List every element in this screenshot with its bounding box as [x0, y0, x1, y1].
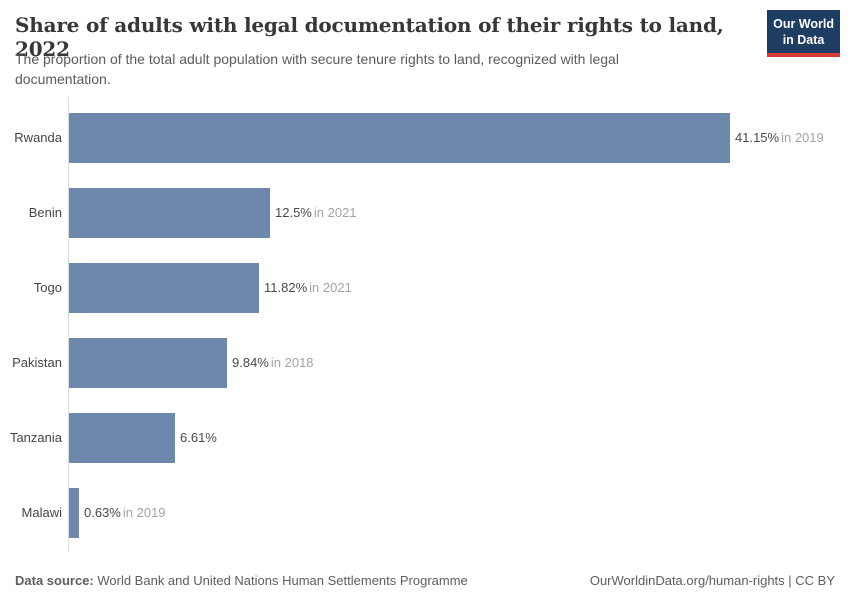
logo-line2: in Data	[782, 33, 825, 48]
chart-row: Malawi 0.63% in 2019	[0, 488, 850, 538]
owid-logo[interactable]: Our World in Data	[767, 10, 840, 57]
year-text: in 2021	[313, 205, 357, 220]
year-text: in 2018	[270, 355, 314, 370]
data-source-text: World Bank and United Nations Human Sett…	[93, 573, 468, 588]
value-label: 41.15% in 2019	[735, 113, 824, 163]
value-label: 0.63% in 2019	[84, 488, 166, 538]
chart-row: Rwanda 41.15% in 2019	[0, 113, 850, 163]
credit-link[interactable]: OurWorldinData.org/human-rights | CC BY	[589, 573, 835, 588]
bar[interactable]	[69, 413, 175, 463]
bar[interactable]	[69, 488, 79, 538]
value-text: 12.5%	[275, 205, 312, 220]
value-label: 12.5% in 2021	[275, 188, 357, 238]
value-label: 11.82% in 2021	[264, 263, 352, 313]
value-label: 9.84% in 2018	[232, 338, 314, 388]
value-label: 6.61%	[180, 413, 217, 463]
value-text: 11.82%	[264, 280, 308, 295]
logo-line1: Our World	[773, 17, 834, 31]
category-label: Pakistan	[12, 355, 62, 370]
bar[interactable]	[69, 338, 227, 388]
year-text: in 2019	[122, 505, 166, 520]
chart-footer: Data source: World Bank and United Natio…	[15, 573, 835, 588]
value-text: 6.61%	[180, 430, 217, 445]
chart-subtitle: The proportion of the total adult popula…	[15, 51, 619, 88]
category-label: Benin	[28, 205, 62, 220]
y-axis-line	[68, 97, 69, 552]
category-label: Tanzania	[9, 430, 62, 445]
value-text: 9.84%	[232, 355, 269, 370]
chart-row: Benin 12.5% in 2021	[0, 188, 850, 238]
bar[interactable]	[69, 263, 259, 313]
value-text: 41.15%	[735, 130, 780, 145]
year-text: in 2019	[781, 130, 824, 145]
category-label: Togo	[33, 280, 62, 295]
category-label: Malawi	[21, 505, 62, 520]
year-text: in 2021	[309, 280, 352, 295]
category-label: Rwanda	[14, 130, 62, 145]
bar-chart: Rwanda 41.15% in 2019 Benin 12.5% in 2021 Togo…	[0, 97, 850, 553]
data-source-label: Data source:	[15, 573, 94, 588]
chart-title: Share of adults with legal documentation…	[15, 13, 724, 61]
bar[interactable]	[69, 188, 270, 238]
data-source: Data source: World Bank and United Natio…	[15, 573, 468, 588]
chart-row: Tanzania 6.61%	[0, 413, 850, 463]
bar[interactable]	[69, 113, 730, 163]
chart-row: Pakistan 9.84% in 2018	[0, 338, 850, 388]
chart-row: Togo 11.82% in 2021	[0, 263, 850, 313]
value-text: 0.63%	[84, 505, 121, 520]
